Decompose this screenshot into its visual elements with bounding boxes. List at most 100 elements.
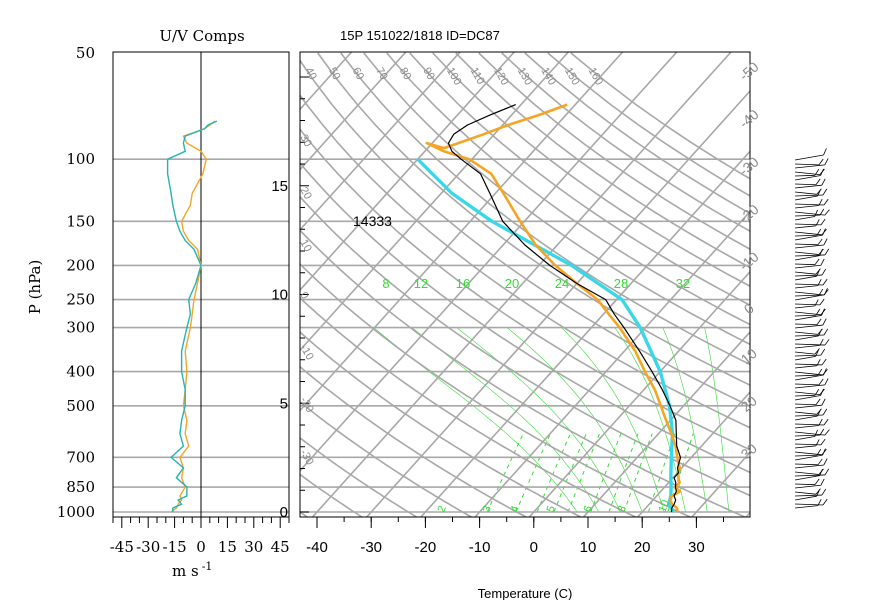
dry-adiabat bbox=[317, 52, 750, 386]
bottom-mixing-label: 10 bbox=[657, 498, 672, 514]
bottom-mixing-label: 4 bbox=[509, 504, 522, 514]
wind-barb bbox=[794, 308, 825, 321]
wind-barb bbox=[794, 378, 824, 386]
wind-barb bbox=[794, 478, 820, 486]
isotherm bbox=[300, 52, 678, 472]
dry-adiabat bbox=[386, 52, 750, 326]
u-component-line bbox=[170, 120, 216, 513]
height-tick-labels: 0 5 10 15 bbox=[271, 178, 288, 521]
pressure-tick-label: 700 bbox=[66, 448, 95, 466]
height-tick-label: 0 bbox=[280, 504, 288, 521]
dry-adiabat bbox=[300, 401, 473, 517]
isotherm-label: -40 bbox=[736, 106, 762, 131]
wind-barb bbox=[794, 288, 828, 301]
wind-barb bbox=[794, 308, 821, 317]
skewt-panel: 40 50 60 70 80 90 100 110 120 130 140 150 160 302010… bbox=[297, 37, 887, 600]
isotherm bbox=[419, 150, 750, 517]
wind-barb bbox=[794, 209, 818, 221]
wind-barb bbox=[794, 398, 826, 409]
wind-barb bbox=[794, 368, 827, 381]
pressure-tick-label: 500 bbox=[66, 397, 95, 415]
uv-x-axis-unit: m s bbox=[172, 562, 199, 580]
wind-barb bbox=[794, 158, 829, 169]
temperature-x-tick-label: -20 bbox=[415, 539, 437, 556]
isotherm bbox=[300, 52, 516, 292]
uv-x-tick-label: -30 bbox=[136, 538, 160, 556]
isotherm bbox=[798, 37, 887, 520]
theta-label: 40 bbox=[302, 66, 319, 83]
pressure-tick-label: 100 bbox=[66, 150, 95, 168]
theta-label: 140 bbox=[538, 66, 558, 88]
skewt-frame bbox=[299, 51, 751, 518]
wind-barb bbox=[794, 329, 822, 341]
bottom-mixing-label: 2 bbox=[436, 504, 449, 514]
uv-panel-title: U/V Comps bbox=[159, 27, 244, 45]
uv-x-tick-label: 30 bbox=[244, 538, 263, 556]
wind-barb bbox=[794, 398, 821, 406]
uv-x-axis-unit-exponent: -1 bbox=[202, 560, 213, 573]
bottom-mixing-label: 3 bbox=[481, 504, 494, 514]
uv-x-tick-label: -45 bbox=[110, 538, 134, 556]
bottom-mixing-labels: 2 3 4 5 6 8 10 bbox=[436, 498, 672, 514]
uv-x-tick-label: -15 bbox=[163, 538, 187, 556]
wind-barb bbox=[794, 378, 829, 389]
mixing-ratio-line bbox=[608, 433, 639, 513]
wind-barb bbox=[794, 409, 821, 421]
mixing-ratio-line bbox=[623, 433, 653, 513]
isotherm bbox=[636, 391, 750, 517]
uv-panel: U/V Comps -45 -30 -15 0 15 30 45 m s -1 bbox=[110, 27, 290, 580]
theta-label: 160 bbox=[586, 66, 606, 88]
theta-label: 80 bbox=[397, 66, 414, 83]
wind-barb bbox=[794, 148, 827, 161]
dry-adiabat bbox=[300, 436, 419, 517]
height-tick-label: 15 bbox=[271, 178, 288, 195]
wind-barb bbox=[794, 279, 822, 289]
dry-adiabat bbox=[409, 52, 750, 307]
pressure-tick-label: 300 bbox=[66, 319, 95, 337]
wind-barb bbox=[794, 388, 824, 401]
wind-barb bbox=[794, 168, 824, 181]
wind-barb bbox=[794, 318, 827, 329]
mixing-ratio-line bbox=[553, 433, 587, 513]
wind-barb bbox=[794, 489, 820, 501]
wind-barb bbox=[794, 368, 823, 377]
pressure-tick-labels: 50 100 150 200 250 300 400 500 700 850 1000 bbox=[57, 44, 95, 521]
wind-barb bbox=[794, 228, 826, 241]
isotherm-label: -30 bbox=[736, 153, 762, 178]
wind-barb bbox=[794, 439, 820, 449]
dry-adiabat bbox=[300, 365, 528, 517]
moist-adiabat bbox=[561, 327, 665, 513]
dry-adiabat bbox=[340, 52, 750, 366]
wind-barb bbox=[794, 189, 821, 201]
temperature-x-tick-label: 30 bbox=[688, 539, 705, 556]
wind-barb bbox=[794, 428, 825, 437]
temperature-axis-label: Temperature (C) bbox=[478, 586, 573, 600]
wind-barb bbox=[794, 448, 826, 461]
wind-barb bbox=[794, 198, 823, 209]
isotherm-label: 20 bbox=[738, 392, 760, 414]
wind-barb bbox=[794, 359, 821, 369]
isotherm bbox=[528, 270, 750, 517]
theta-label: 100 bbox=[444, 66, 464, 88]
dry-adiabat bbox=[300, 296, 638, 517]
wind-barb bbox=[794, 238, 828, 249]
wind-barb bbox=[794, 178, 821, 186]
isotherm bbox=[745, 511, 750, 517]
isotherm-label: 10 bbox=[738, 345, 760, 367]
dry-adiabat bbox=[363, 52, 750, 346]
moist-adiabat bbox=[456, 327, 621, 513]
wind-barb bbox=[794, 458, 828, 469]
wind-barb bbox=[794, 349, 819, 361]
dry-adiabat bbox=[300, 511, 309, 517]
theta-label: 130 bbox=[515, 66, 535, 88]
pressure-tick-label: 50 bbox=[76, 44, 95, 62]
pressure-tick-label: 150 bbox=[66, 212, 95, 230]
mixing-ratio-line bbox=[590, 433, 622, 513]
theta-label: 60 bbox=[350, 66, 367, 83]
isotherm-label: 30 bbox=[738, 440, 760, 462]
dry-adiabat bbox=[300, 59, 750, 408]
mixing-ratio-label: 12 bbox=[414, 276, 428, 291]
pressure-tick-label: 250 bbox=[66, 291, 95, 309]
dry-adiabat bbox=[300, 93, 750, 429]
wind-barbs bbox=[794, 148, 830, 509]
